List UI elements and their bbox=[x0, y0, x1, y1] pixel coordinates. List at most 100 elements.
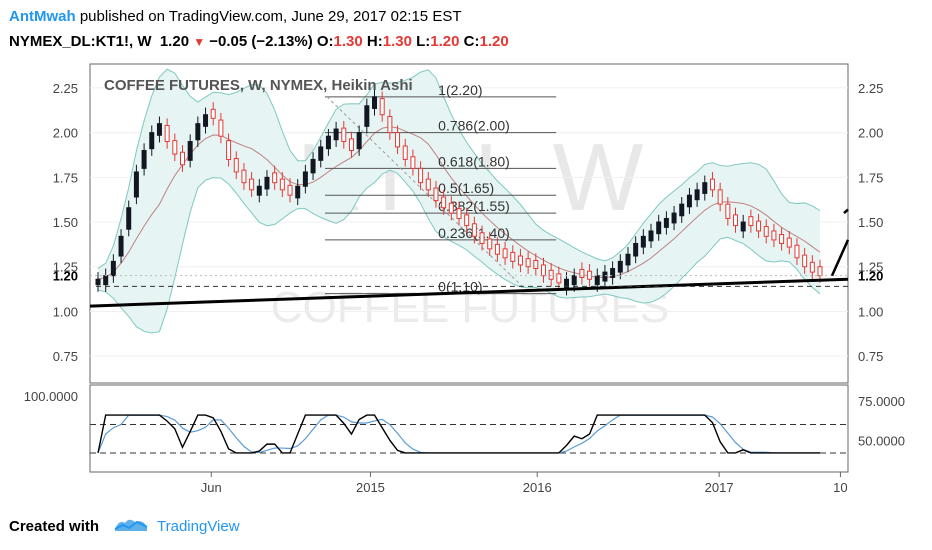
indicator-right-tick: 75.0000 bbox=[858, 394, 905, 409]
candle-body bbox=[156, 123, 162, 136]
upper-band-line bbox=[97, 68, 821, 269]
candle-body bbox=[425, 178, 431, 191]
candle-body bbox=[779, 234, 785, 244]
band-fill bbox=[98, 69, 820, 334]
candle-body bbox=[341, 127, 347, 143]
fib-level-label: 0.382(1.55) bbox=[438, 198, 510, 214]
y-tick-label-right: 1.50 bbox=[858, 215, 883, 230]
candle-body bbox=[95, 278, 101, 286]
candle-body bbox=[103, 275, 109, 286]
candle-body bbox=[679, 203, 685, 217]
candle-body bbox=[494, 243, 500, 255]
candle-body bbox=[179, 151, 185, 166]
candle-body bbox=[256, 185, 262, 196]
candle-body bbox=[379, 98, 385, 116]
y-tick-label-left: 1.75 bbox=[53, 170, 78, 185]
candle-body bbox=[249, 178, 255, 191]
last-price-label-right: 1.20 bbox=[858, 269, 883, 284]
x-tick-label: 2016 bbox=[523, 480, 552, 495]
candle-body bbox=[617, 260, 623, 273]
indicator-left-label: 100.0000 bbox=[24, 389, 78, 404]
high-value: 1.30 bbox=[382, 33, 412, 50]
fib-level-label: 0.618(1.80) bbox=[438, 153, 510, 169]
candle-body bbox=[333, 128, 339, 141]
candle-body bbox=[310, 158, 316, 174]
candle-body bbox=[395, 132, 401, 148]
candle-body bbox=[418, 167, 424, 184]
low-label: L: bbox=[416, 33, 431, 50]
candle-body bbox=[771, 230, 777, 241]
candle-body bbox=[502, 248, 508, 259]
publish-text: published on TradingView.com, June 29, 2… bbox=[79, 8, 462, 25]
candle-body bbox=[602, 271, 608, 282]
candle-body bbox=[763, 226, 769, 237]
candle-body bbox=[556, 273, 562, 284]
fib-level-label: 1(2.20) bbox=[438, 82, 482, 98]
footer: Created with TradingView bbox=[9, 515, 240, 537]
symbol-name: NYMEX_DL:KT1!, W bbox=[9, 33, 152, 50]
y-tick-label-right: 2.25 bbox=[858, 81, 883, 96]
candle-body bbox=[794, 244, 800, 259]
candle-body bbox=[126, 207, 132, 230]
fib-level-label: 0.5(1.65) bbox=[438, 180, 494, 196]
y-tick-label-right: 2.00 bbox=[858, 126, 883, 141]
candle-body bbox=[471, 223, 477, 237]
candle-body bbox=[187, 141, 193, 161]
chart-area[interactable]: KT1!, WCOFFEE FUTURES0.750.751.001.001.2… bbox=[0, 0, 932, 505]
candle-body bbox=[441, 196, 447, 209]
candle-body bbox=[510, 251, 516, 262]
y-tick-label-right: 1.25 bbox=[858, 260, 883, 275]
publish-info: AntMwah published on TradingView.com, Ju… bbox=[9, 8, 462, 25]
lower-band-line bbox=[97, 169, 821, 334]
candle-body bbox=[172, 140, 178, 155]
candle-body bbox=[464, 214, 470, 227]
candle-body bbox=[571, 275, 577, 286]
candle-body bbox=[625, 253, 631, 266]
tradingview-logo-icon[interactable] bbox=[113, 515, 149, 537]
fib-trend-line bbox=[326, 96, 530, 294]
candle-body bbox=[356, 132, 362, 150]
candle-body bbox=[348, 138, 354, 151]
candle-body bbox=[149, 132, 155, 150]
candle-body bbox=[709, 178, 715, 191]
candle-body bbox=[118, 235, 124, 257]
candle-body bbox=[272, 172, 278, 184]
candle-body bbox=[817, 266, 823, 277]
y-tick-label-left: 1.25 bbox=[53, 260, 78, 275]
last-price: 1.20 bbox=[159, 33, 190, 50]
x-tick-label: 2015 bbox=[356, 480, 385, 495]
support-trendline bbox=[89, 277, 849, 308]
y-tick-label-right: 0.75 bbox=[858, 349, 883, 364]
last-price-label-left: 1.20 bbox=[53, 269, 78, 284]
candle-body bbox=[786, 237, 792, 248]
candle-body bbox=[802, 254, 808, 268]
indicator-signal-line bbox=[97, 414, 820, 454]
candle-body bbox=[210, 108, 216, 119]
candle-body bbox=[433, 187, 439, 202]
author-link[interactable]: AntMwah bbox=[9, 8, 76, 25]
candle-body bbox=[648, 230, 654, 242]
breakout-arrow-line bbox=[830, 239, 850, 277]
candle-body bbox=[318, 146, 324, 161]
candle-body bbox=[640, 235, 646, 248]
y-tick-label-left: 2.00 bbox=[53, 126, 78, 141]
candle-body bbox=[233, 158, 239, 173]
candle-body bbox=[702, 182, 708, 194]
y-tick-label-left: 0.75 bbox=[53, 349, 78, 364]
candle-body bbox=[226, 140, 232, 160]
candle-body bbox=[402, 145, 408, 160]
fib-level-label: 0.786(2.00) bbox=[438, 118, 510, 134]
close-label: C: bbox=[463, 33, 480, 50]
high-label: H: bbox=[366, 33, 383, 50]
tradingview-link[interactable]: TradingView bbox=[157, 517, 240, 535]
open-value: 1.30 bbox=[333, 33, 363, 50]
candle-body bbox=[671, 212, 677, 224]
symbol-info: NYMEX_DL:KT1!, W 1.20 ▼ −0.05 (−2.13%) O… bbox=[9, 33, 509, 50]
candle-body bbox=[279, 178, 285, 191]
candle-body bbox=[633, 242, 639, 257]
candle-body bbox=[448, 202, 454, 214]
y-tick-label-left: 1.50 bbox=[53, 215, 78, 230]
indicator-line bbox=[97, 414, 820, 454]
candle-body bbox=[325, 135, 331, 150]
candle-body bbox=[663, 217, 669, 228]
